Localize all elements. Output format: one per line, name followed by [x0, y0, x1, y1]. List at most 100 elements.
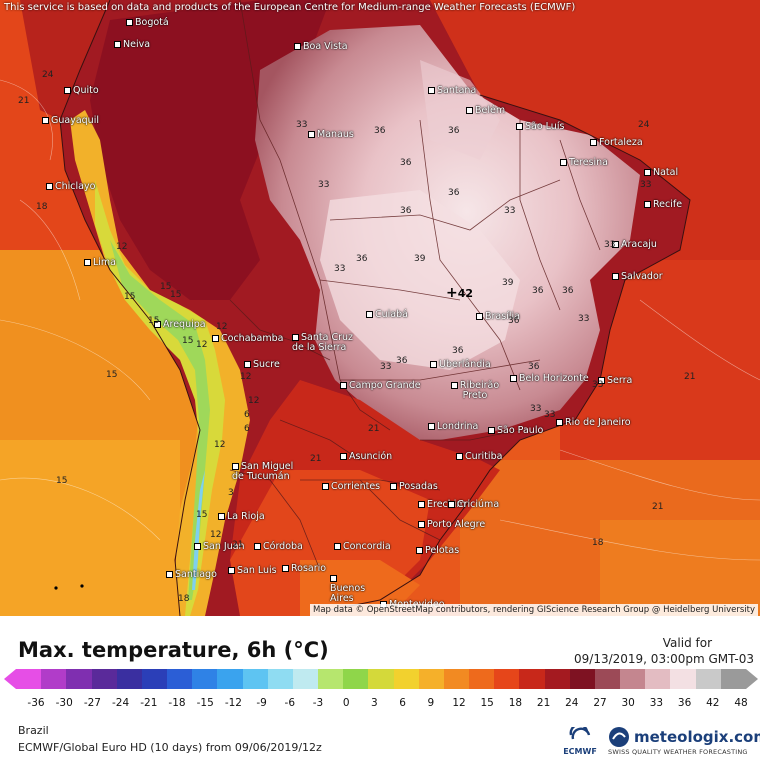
city-marker-icon: [450, 382, 458, 389]
isotherm-label: 15: [124, 292, 136, 302]
city-marker-icon: [340, 382, 347, 389]
isotherm-label: 12: [248, 396, 260, 406]
isotherm-label: 33: [592, 380, 604, 390]
city-label: Córdoba: [254, 542, 303, 552]
colorbar-segment: [569, 669, 595, 689]
isotherm-label: 15: [106, 370, 118, 380]
borders: [229, 0, 601, 571]
city-label: Buenos Aires: [330, 574, 370, 604]
colorbar-tick-label: -36: [27, 697, 45, 709]
isotherm-label: 24: [638, 120, 650, 130]
city-marker-icon: [366, 311, 373, 318]
city-label: Arequipa: [154, 320, 206, 330]
map-attribution: Map data © OpenStreetMap contributors, r…: [310, 604, 758, 616]
isotherm-label: 15: [170, 290, 182, 300]
meteologix-logo[interactable]: meteologix.com SWISS QUALITY WEATHER FOR…: [608, 726, 760, 756]
colorbar-segment: [116, 669, 142, 689]
isotherm-label: 33: [504, 206, 516, 216]
city-marker-icon: [466, 107, 473, 114]
colorbar-tick-label: -9: [256, 697, 267, 709]
city-label: Teresina: [560, 158, 608, 168]
colorbar-tick-label: -24: [112, 697, 130, 709]
city-label: Santana: [428, 86, 476, 96]
isotherm-label: 15: [148, 316, 160, 326]
isotherm-label: 33: [530, 404, 542, 414]
valid-time: 09/13/2019, 03:00pm GMT-03: [574, 652, 754, 666]
isotherm-label: 12: [210, 530, 222, 540]
city-label: Guayaquil: [42, 116, 99, 126]
isotherm-label: 21: [684, 372, 696, 382]
colorbar-segment: [544, 669, 570, 689]
city-label: San Miguel de Tucumán: [232, 461, 294, 482]
city-marker-icon: [590, 139, 597, 146]
ecmwf-logo[interactable]: ECMWF: [557, 723, 603, 756]
colorbar-tick-label: 15: [480, 697, 494, 709]
city-label: Boa Vista: [294, 42, 348, 52]
colorbar-segment: [393, 669, 419, 689]
isotherm-label: 24: [42, 70, 54, 80]
city-label: San Juan: [194, 542, 245, 552]
city-label: Cuiabá: [366, 310, 408, 320]
city-label: Brasília: [476, 312, 520, 322]
temperature-map[interactable]: This service is based on data and produc…: [0, 0, 760, 616]
isotherm-label: 18: [592, 538, 604, 548]
valid-label: Valid for: [662, 636, 712, 650]
colorbar-segment: [343, 669, 369, 689]
city-label: Uberlândia: [430, 360, 491, 370]
city-marker-icon: [448, 501, 455, 508]
city-marker-icon: [42, 117, 49, 124]
max-temperature-marker: +42: [446, 285, 474, 301]
city-marker-icon: [244, 361, 251, 368]
colorbar-segment: [66, 669, 92, 689]
city-marker-icon: [322, 483, 329, 490]
city-marker-icon: [644, 169, 651, 176]
colorbar-segment: [620, 669, 646, 689]
city-label: Concordia: [334, 542, 391, 552]
city-marker-icon: [194, 543, 201, 550]
city-marker-icon: [390, 483, 397, 490]
city-label: Belém: [466, 106, 505, 116]
city-label: Chiclayo: [46, 182, 95, 192]
ecmwf-logo-text: ECMWF: [563, 747, 597, 756]
isotherm-label: 36: [448, 126, 460, 136]
city-label: Quito: [64, 86, 99, 96]
city-label: São Paulo: [488, 426, 543, 436]
city-label: Erechim: [418, 500, 466, 510]
meteologix-tagline: SWISS QUALITY WEATHER FORECASTING: [608, 748, 748, 756]
city-label: Curitiba: [456, 452, 502, 462]
city-marker-icon: [430, 361, 437, 368]
city-marker-icon: [598, 377, 605, 384]
city-marker-icon: [64, 87, 71, 94]
isotherm-label: 36: [562, 286, 574, 296]
coastline: [329, 94, 691, 611]
colorbar-ticks: -36 -30 -27 -24 -21 -18 -15 -12 -9 -6 -3 0 3 6 9 12 15 18…: [0, 697, 760, 711]
colorbar-segment: [494, 669, 520, 689]
isotherm-label: 39: [502, 278, 514, 288]
colorbar-tick-label: 21: [536, 697, 551, 709]
city-marker-icon: [560, 159, 567, 166]
city-label: La Rioja: [218, 512, 265, 522]
city-label: Serra: [598, 376, 632, 386]
city-label: Posadas: [390, 482, 438, 492]
isotherm-label: 12: [116, 242, 128, 252]
colorbar-segment: [645, 669, 671, 689]
city-label: Rio de Janeiro: [556, 418, 631, 428]
city-marker-icon: [126, 19, 133, 26]
colorbar-tick-label: -27: [83, 697, 101, 709]
city-marker-icon: [308, 131, 315, 138]
city-label: Criciúma: [448, 500, 499, 510]
colorbar-segment: [519, 669, 545, 689]
colorbar-segment: [695, 669, 721, 689]
colorbar-max-arrow: [746, 669, 758, 689]
city-marker-icon: [612, 241, 619, 248]
city-marker-icon: [416, 547, 423, 554]
isotherm-label: 36: [400, 158, 412, 168]
colorbar-tick-label: -3: [312, 697, 324, 709]
city-marker-icon: [84, 259, 91, 266]
colorbar-segment: [217, 669, 243, 689]
map-canvas: [0, 0, 760, 616]
colorbar-segment: [167, 669, 193, 689]
colorbar-tick-label: 48: [734, 697, 748, 709]
city-label: Fortaleza: [590, 138, 643, 148]
colorbar-segment: [670, 669, 696, 689]
